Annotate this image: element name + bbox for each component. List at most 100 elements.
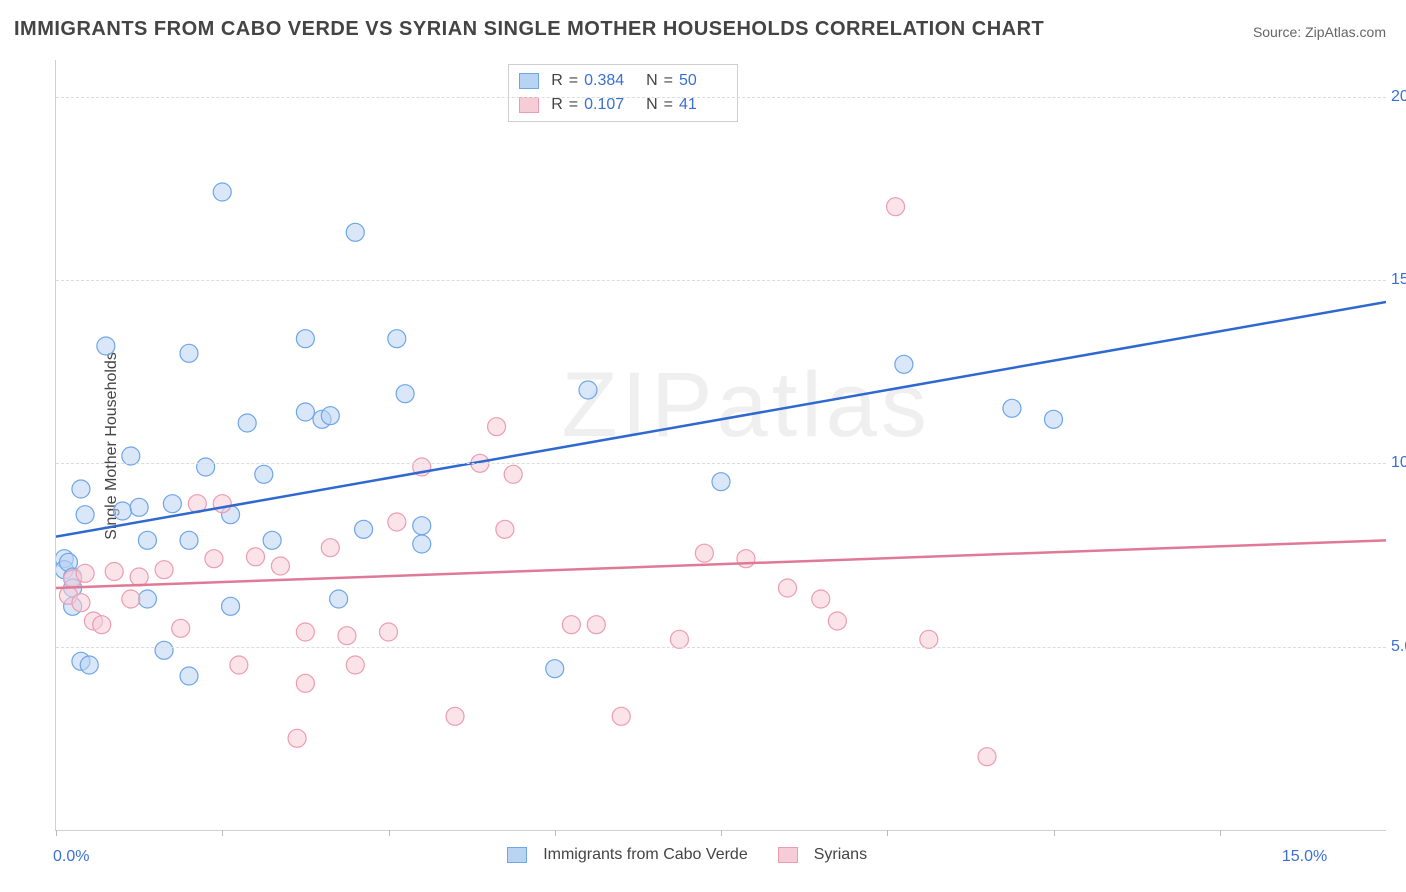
data-point-cabo_verde [263,531,281,549]
data-point-syrians [504,465,522,483]
data-point-syrians [93,616,111,634]
stats-swatch-cabo_verde [519,73,539,89]
data-point-cabo_verde [180,667,198,685]
data-point-syrians [488,418,506,436]
y-tick-label: 10.0% [1391,454,1406,472]
legend-item-syrians: Syrians [778,846,867,864]
data-point-syrians [271,557,289,575]
data-point-syrians [612,707,630,725]
data-point-cabo_verde [130,498,148,516]
data-point-cabo_verde [413,535,431,553]
data-point-syrians [296,674,314,692]
data-point-cabo_verde [163,495,181,513]
x-tick-label-left: 0.0% [53,848,89,866]
data-point-cabo_verde [238,414,256,432]
data-point-cabo_verde [122,447,140,465]
stat-N-value-cabo_verde: 50 [679,72,727,90]
data-point-cabo_verde [72,480,90,498]
x-tick-label-right: 15.0% [1282,848,1327,866]
data-point-cabo_verde [138,590,156,608]
x-tick [1220,830,1221,836]
stat-R-label: R [551,96,563,114]
data-point-syrians [388,513,406,531]
source-credit: Source: ZipAtlas.com [1253,24,1386,40]
legend-swatch-syrians [778,847,798,863]
data-point-cabo_verde [180,531,198,549]
data-point-syrians [205,550,223,568]
data-point-syrians [155,561,173,579]
data-point-cabo_verde [1045,410,1063,428]
data-point-syrians [496,520,514,538]
data-point-cabo_verde [296,403,314,421]
data-point-syrians [920,630,938,648]
legend-item-cabo_verde: Immigrants from Cabo Verde [507,846,748,864]
legend: Immigrants from Cabo Verde Syrians [507,846,867,864]
data-point-cabo_verde [76,506,94,524]
data-point-cabo_verde [1003,399,1021,417]
chart-title: IMMIGRANTS FROM CABO VERDE VS SYRIAN SIN… [14,18,1044,41]
chart-svg [56,60,1386,830]
data-point-syrians [446,707,464,725]
x-tick [389,830,390,836]
data-point-syrians [670,630,688,648]
data-point-syrians [122,590,140,608]
data-point-syrians [380,623,398,641]
data-point-syrians [172,619,190,637]
data-point-cabo_verde [80,656,98,674]
data-point-cabo_verde [296,330,314,348]
data-point-syrians [288,729,306,747]
legend-label-cabo_verde: Immigrants from Cabo Verde [543,846,748,864]
data-point-cabo_verde [155,641,173,659]
data-point-syrians [978,748,996,766]
data-point-syrians [346,656,364,674]
data-point-syrians [321,539,339,557]
data-point-cabo_verde [895,355,913,373]
stats-box: R=0.384N=50R=0.107N=41 [508,64,738,122]
data-point-cabo_verde [138,531,156,549]
data-point-cabo_verde [712,473,730,491]
source-label: Source: [1253,24,1305,40]
legend-swatch-cabo_verde [507,847,527,863]
data-point-syrians [562,616,580,634]
stat-N-label: N [646,96,658,114]
data-point-syrians [828,612,846,630]
stats-swatch-syrians [519,97,539,113]
data-point-cabo_verde [255,465,273,483]
gridline [56,280,1386,281]
data-point-syrians [296,623,314,641]
source-name: ZipAtlas.com [1305,24,1386,40]
gridline [56,463,1386,464]
data-point-syrians [105,563,123,581]
data-point-cabo_verde [213,183,231,201]
data-point-syrians [812,590,830,608]
x-tick [721,830,722,836]
data-point-cabo_verde [396,385,414,403]
data-point-cabo_verde [579,381,597,399]
y-tick-label: 15.0% [1391,271,1406,289]
data-point-cabo_verde [346,223,364,241]
data-point-syrians [72,594,90,612]
data-point-syrians [887,198,905,216]
data-point-cabo_verde [546,660,564,678]
data-point-syrians [737,550,755,568]
x-tick [887,830,888,836]
stats-row-cabo_verde: R=0.384N=50 [519,69,727,93]
data-point-syrians [76,564,94,582]
data-point-cabo_verde [355,520,373,538]
data-point-syrians [130,568,148,586]
gridline [56,647,1386,648]
data-point-syrians [338,627,356,645]
data-point-syrians [230,656,248,674]
data-point-cabo_verde [321,407,339,425]
data-point-cabo_verde [388,330,406,348]
data-point-syrians [587,616,605,634]
y-tick-label: 5.0% [1391,638,1406,656]
data-point-cabo_verde [222,597,240,615]
data-point-syrians [695,544,713,562]
x-tick [56,830,57,836]
data-point-cabo_verde [413,517,431,535]
x-tick [555,830,556,836]
stat-R-label: R [551,72,563,90]
x-tick [1054,830,1055,836]
data-point-cabo_verde [114,502,132,520]
